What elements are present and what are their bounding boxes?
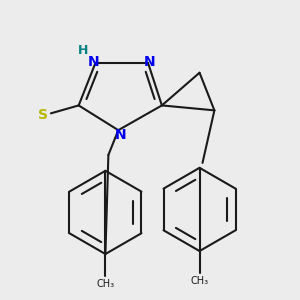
Text: N: N	[115, 128, 126, 142]
Text: CH₃: CH₃	[96, 279, 115, 289]
Text: CH₃: CH₃	[190, 276, 208, 286]
Text: N: N	[144, 55, 156, 69]
Text: H: H	[77, 44, 88, 57]
Text: N: N	[88, 55, 99, 69]
Text: S: S	[38, 108, 48, 122]
